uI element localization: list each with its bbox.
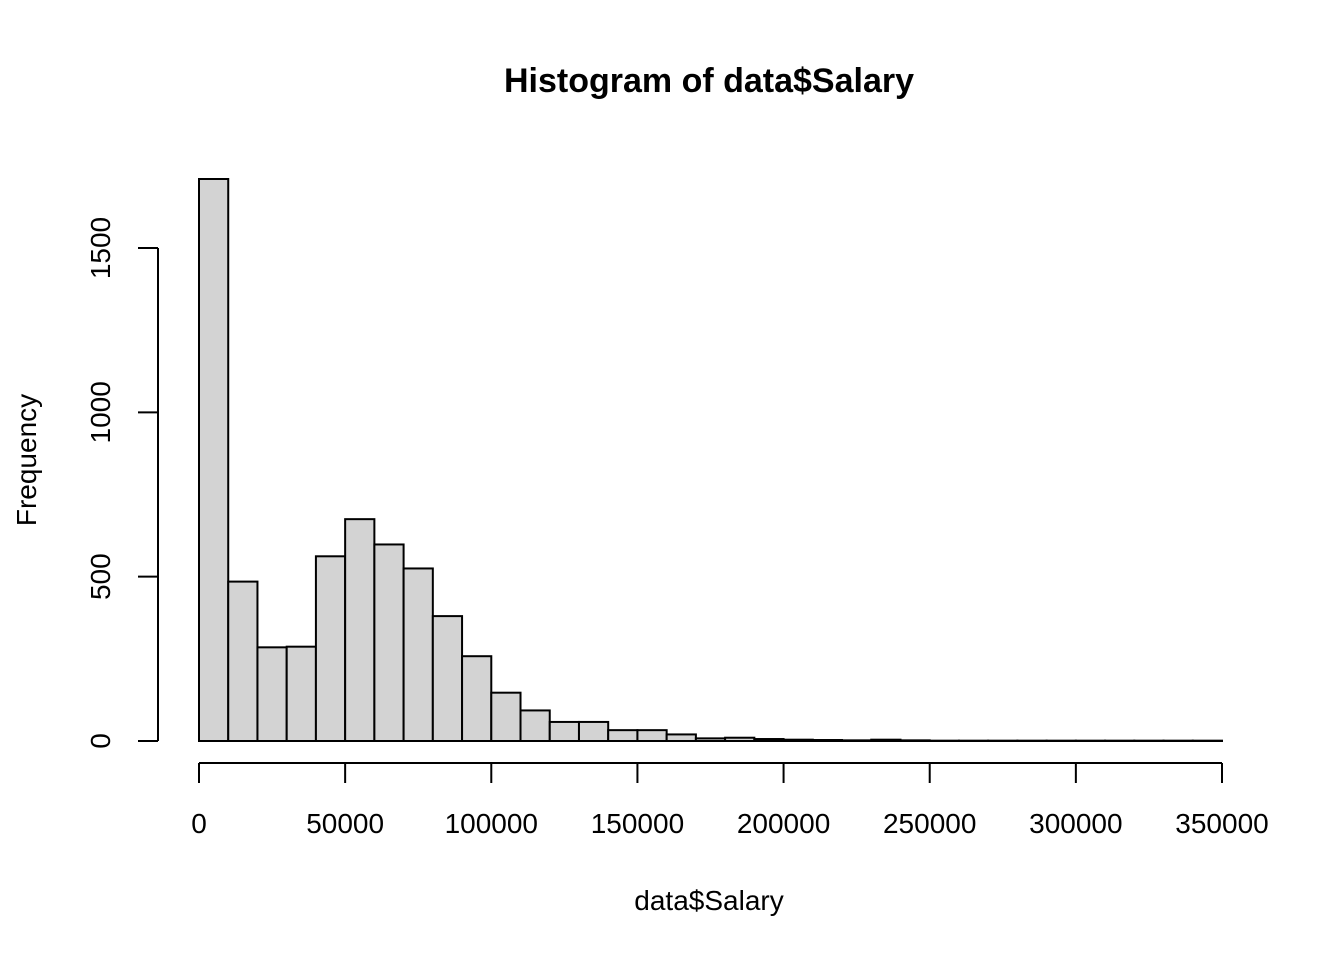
y-axis: 0 500 1000 1500 [85, 217, 159, 749]
histogram-bar [490, 691, 522, 743]
histogram-bar [461, 655, 493, 743]
histogram-bar [431, 615, 464, 742]
x-tick-label: 250000 [883, 808, 976, 839]
y-axis-label: Frequency [11, 394, 42, 526]
histogram-bar [841, 739, 873, 743]
histogram-bar [753, 738, 785, 743]
histogram-bar [665, 733, 697, 742]
histogram-bar [548, 720, 580, 742]
y-tick-label: 500 [85, 553, 116, 600]
histogram-bar [607, 729, 639, 742]
x-tick-label: 100000 [445, 808, 538, 839]
histogram-bar [314, 555, 347, 742]
x-tick-label: 350000 [1175, 808, 1268, 839]
histogram-bar [373, 543, 405, 743]
histogram-bar [198, 178, 230, 742]
x-tick-label: 50000 [306, 808, 384, 839]
y-tick-label: 1500 [85, 217, 116, 279]
histogram-bar [694, 737, 727, 743]
x-tick-label: 200000 [737, 808, 830, 839]
histogram-bar [285, 645, 317, 742]
chart-title: Histogram of data$Salary [504, 62, 914, 100]
histogram-bar [402, 567, 434, 742]
x-tick-label: 0 [191, 808, 207, 839]
histogram-bar [344, 518, 376, 742]
y-tick-label: 1000 [85, 381, 116, 443]
x-axis-label: data$Salary [634, 885, 783, 916]
y-tick-label: 0 [85, 733, 116, 749]
histogram-bar [519, 709, 551, 742]
histogram-bar [256, 646, 288, 742]
histogram-bar [870, 738, 902, 742]
histogram-bar [577, 720, 610, 742]
x-axis: 0 50000 100000 150000 200000 250000 300000 3500… [191, 762, 1269, 839]
histogram-bar [782, 738, 814, 742]
histogram-bar [636, 729, 668, 742]
histogram-bar [811, 739, 844, 743]
x-tick-label: 150000 [591, 808, 684, 839]
histogram-bar [724, 736, 756, 742]
histogram-bar [899, 739, 931, 743]
histogram-bar [227, 580, 259, 743]
bars [198, 178, 1224, 743]
x-tick-label: 300000 [1029, 808, 1122, 839]
